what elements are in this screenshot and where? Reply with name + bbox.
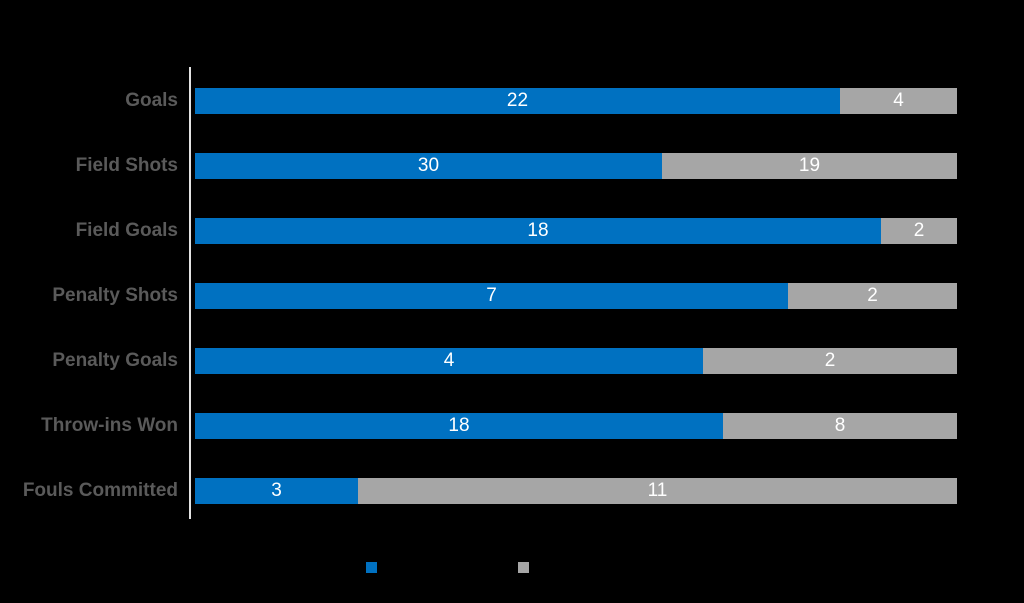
bar-row: Penalty Goals 4 2: [0, 348, 1024, 374]
bar-value: 2: [867, 285, 878, 306]
bar-value: 22: [506, 90, 529, 111]
bar-segment-gray-series: 2: [788, 283, 957, 309]
bar-value: 4: [893, 90, 904, 111]
bar-stack: 22 4: [195, 88, 957, 114]
bar-value: 2: [913, 220, 925, 241]
category-label: Penalty Goals: [52, 350, 178, 371]
category-label: Penalty Shots: [52, 285, 178, 306]
legend: [0, 562, 1024, 574]
y-axis-line: [189, 67, 191, 519]
bar-segment-blue-series: 4: [195, 348, 703, 374]
bar-stack: 3 11: [195, 478, 957, 504]
bar-row: Fouls Committed 3 11: [0, 478, 1024, 504]
bar-segment-gray-series: 19: [662, 153, 957, 179]
bar-segment-gray-series: 2: [881, 218, 957, 244]
bar-row: Goals 22 4: [0, 88, 1024, 114]
bar-segment-gray-series: 2: [703, 348, 957, 374]
bar-stack: 18 8: [195, 413, 957, 439]
bar-segment-blue-series: 7: [195, 283, 788, 309]
bar-segment-gray-series: 4: [840, 88, 957, 114]
bar-segment-blue-series: 3: [195, 478, 358, 504]
category-label: Throw-ins Won: [41, 415, 178, 436]
category-label: Fouls Committed: [22, 480, 178, 501]
bar-segment-blue-series: 22: [195, 88, 840, 114]
bar-value: 4: [443, 350, 455, 371]
bar-stack: 18 2: [195, 218, 957, 244]
bar-row: Penalty Shots 7 2: [0, 283, 1024, 309]
bar-value: 8: [834, 415, 846, 436]
bar-value: 11: [647, 480, 668, 501]
bar-segment-gray-series: 11: [358, 478, 957, 504]
bar-row: Field Goals 18 2: [0, 218, 1024, 244]
bar-segment-gray-series: 8: [723, 413, 957, 439]
bar-value: 3: [271, 480, 282, 501]
category-label: Field Goals: [75, 220, 178, 241]
bar-value: 18: [448, 415, 470, 436]
bar-value: 18: [527, 220, 549, 241]
bar-value: 30: [417, 155, 440, 176]
bar-segment-blue-series: 18: [195, 218, 881, 244]
bar-value: 19: [798, 155, 821, 176]
bar-value: 2: [824, 350, 836, 371]
category-label: Goals: [125, 90, 178, 111]
category-label: Field Shots: [75, 155, 178, 176]
bar-segment-blue-series: 30: [195, 153, 662, 179]
bar-stack: 30 19: [195, 153, 957, 179]
legend-swatch-gray: [518, 562, 529, 573]
bar-row: Throw-ins Won 18 8: [0, 413, 1024, 439]
bar-row: Field Shots 30 19: [0, 153, 1024, 179]
bar-segment-blue-series: 18: [195, 413, 723, 439]
legend-swatch-blue: [366, 562, 377, 573]
bar-value: 7: [486, 285, 497, 306]
